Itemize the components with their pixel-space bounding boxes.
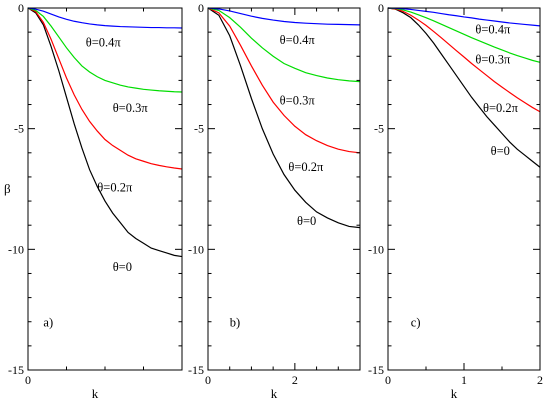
y-tick-label: -5 [14,122,24,136]
y-tick-label: -5 [194,122,204,136]
x-tick-label: 1 [461,373,467,387]
panel-label: a) [43,316,53,330]
curve-label: θ=0.4π [280,33,316,47]
series-line-theta-02 [27,7,183,170]
series-line-theta-0 [27,7,183,258]
x-axis-label: k [271,386,278,400]
plot-frame [207,7,361,371]
x-axis-label: k [92,386,99,400]
y-tick-label: 0 [198,1,204,15]
y-tick-label: 0 [18,1,24,15]
panel-label: c) [411,316,421,330]
curve-label: θ=0.3π [280,94,316,108]
y-tick-label: -15 [8,363,24,377]
curve-label: θ=0 [491,144,510,158]
series-line-theta-02 [207,7,361,154]
series-line-theta-03 [387,7,541,63]
series-line-theta-0 [387,7,541,168]
y-tick-label: -10 [368,242,384,256]
series-line-theta-03 [207,7,361,83]
series-line-theta-04 [387,7,541,27]
y-tick-label: -5 [374,122,384,136]
series-line-theta-02 [387,7,541,113]
series-line-theta-03 [27,7,183,93]
series-line-theta-04 [27,7,183,29]
y-tick-label: -10 [8,242,24,256]
panel-label: b) [230,316,240,330]
curve-label: θ=0.4π [475,22,511,36]
y-tick-label: -10 [188,242,204,256]
series-line-theta-04 [207,7,361,26]
curve-label: θ=0.2π [288,160,324,174]
panel-c: 0-5-10-150 1 2kθ=0.4πθ=0.3πθ=0.2πθ=0c) [368,1,543,400]
curve-label: θ=0 [113,260,132,274]
x-axis-label: k [451,386,458,400]
curve-label: θ=0.3π [475,53,511,67]
curve-label: θ=0.3π [113,101,149,115]
y-axis-label: β [4,181,11,196]
curve-label: θ=0.2π [97,180,133,194]
y-tick-label: 0 [378,1,384,15]
x-tick-label: 2 [537,373,543,387]
panel-b: 0-5-10-150 2kθ=0.4πθ=0.3πθ=0.2πθ=0b) [188,1,361,400]
x-tick-label: 2 [292,373,298,387]
y-tick-label: -15 [188,363,204,377]
x-tick-label: 0 [385,373,391,387]
curve-label: θ=0 [297,214,316,228]
x-tick-label: 0 [25,373,31,387]
curve-label: θ=0.2π [483,101,519,115]
series-line-theta-0 [207,7,361,229]
curve-label: θ=0.4π [86,36,122,50]
x-tick-label: 0 [205,373,211,387]
y-tick-label: -15 [368,363,384,377]
